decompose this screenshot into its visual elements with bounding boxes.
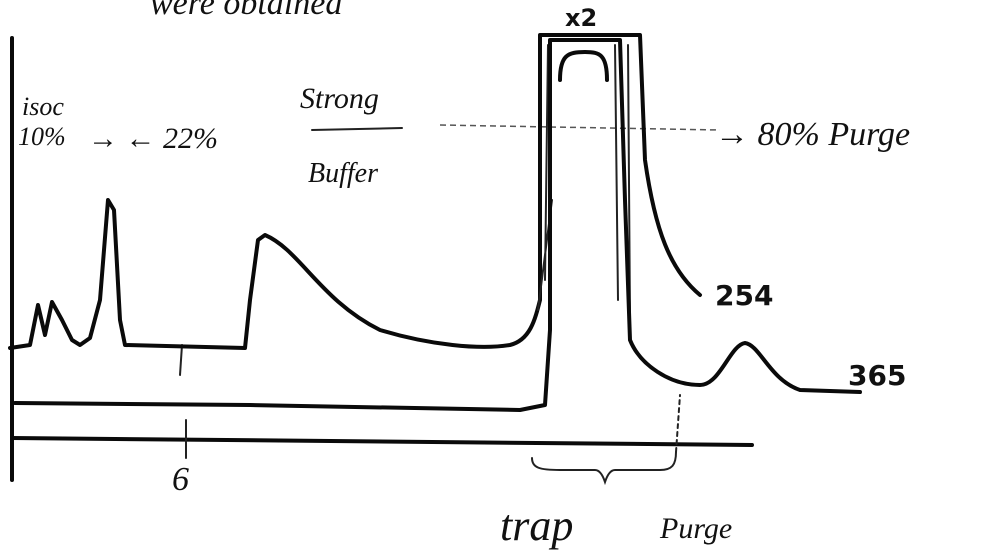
- scale-label: x2: [565, 4, 597, 32]
- injection-mark: [179, 344, 183, 376]
- isoc-label: isoc: [22, 92, 64, 121]
- trap-label: trap: [500, 501, 573, 550]
- purge-label: Purge: [659, 512, 732, 545]
- label-365: 365: [848, 359, 906, 392]
- purge-guide: [675, 394, 681, 453]
- peak-strokes: [537, 44, 631, 321]
- buffer-label: Buffer: [308, 158, 378, 189]
- strikeout: [311, 127, 403, 131]
- isoc-percent: 10%: [18, 122, 66, 151]
- gradient-arrows: → ← 22%: [88, 122, 218, 155]
- trace-365: [13, 38, 862, 412]
- x-axis: [10, 436, 754, 447]
- inner-peak: [558, 50, 609, 82]
- tick-label: 6: [172, 461, 189, 498]
- top-note: were obtained: [150, 0, 343, 22]
- strong-label: Strong: [300, 82, 379, 115]
- purge-dash: [439, 124, 721, 131]
- purge-percent: → 80% Purge: [715, 116, 910, 153]
- trace-254: [8, 33, 702, 350]
- brace: [531, 451, 677, 486]
- label-254: 254: [715, 279, 773, 312]
